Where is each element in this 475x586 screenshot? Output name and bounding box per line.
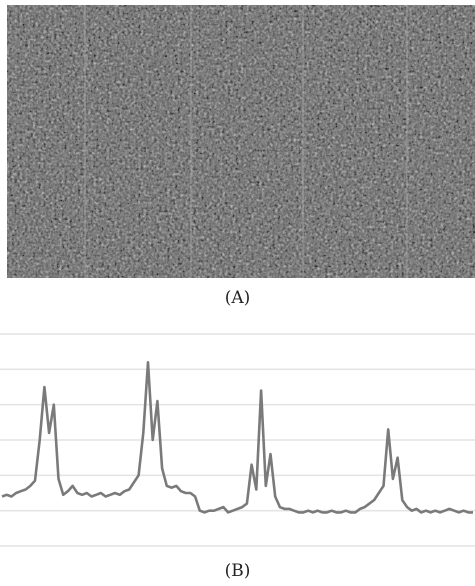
vertical-streaks <box>84 5 408 278</box>
gridlines <box>0 333 475 547</box>
noise-image-grain <box>7 5 475 278</box>
caption-a: (A) <box>224 288 251 308</box>
noise-image-panel <box>7 5 475 278</box>
intensity-profile-chart <box>0 333 475 547</box>
caption-b: (B) <box>224 561 251 581</box>
series-line <box>1 360 473 514</box>
